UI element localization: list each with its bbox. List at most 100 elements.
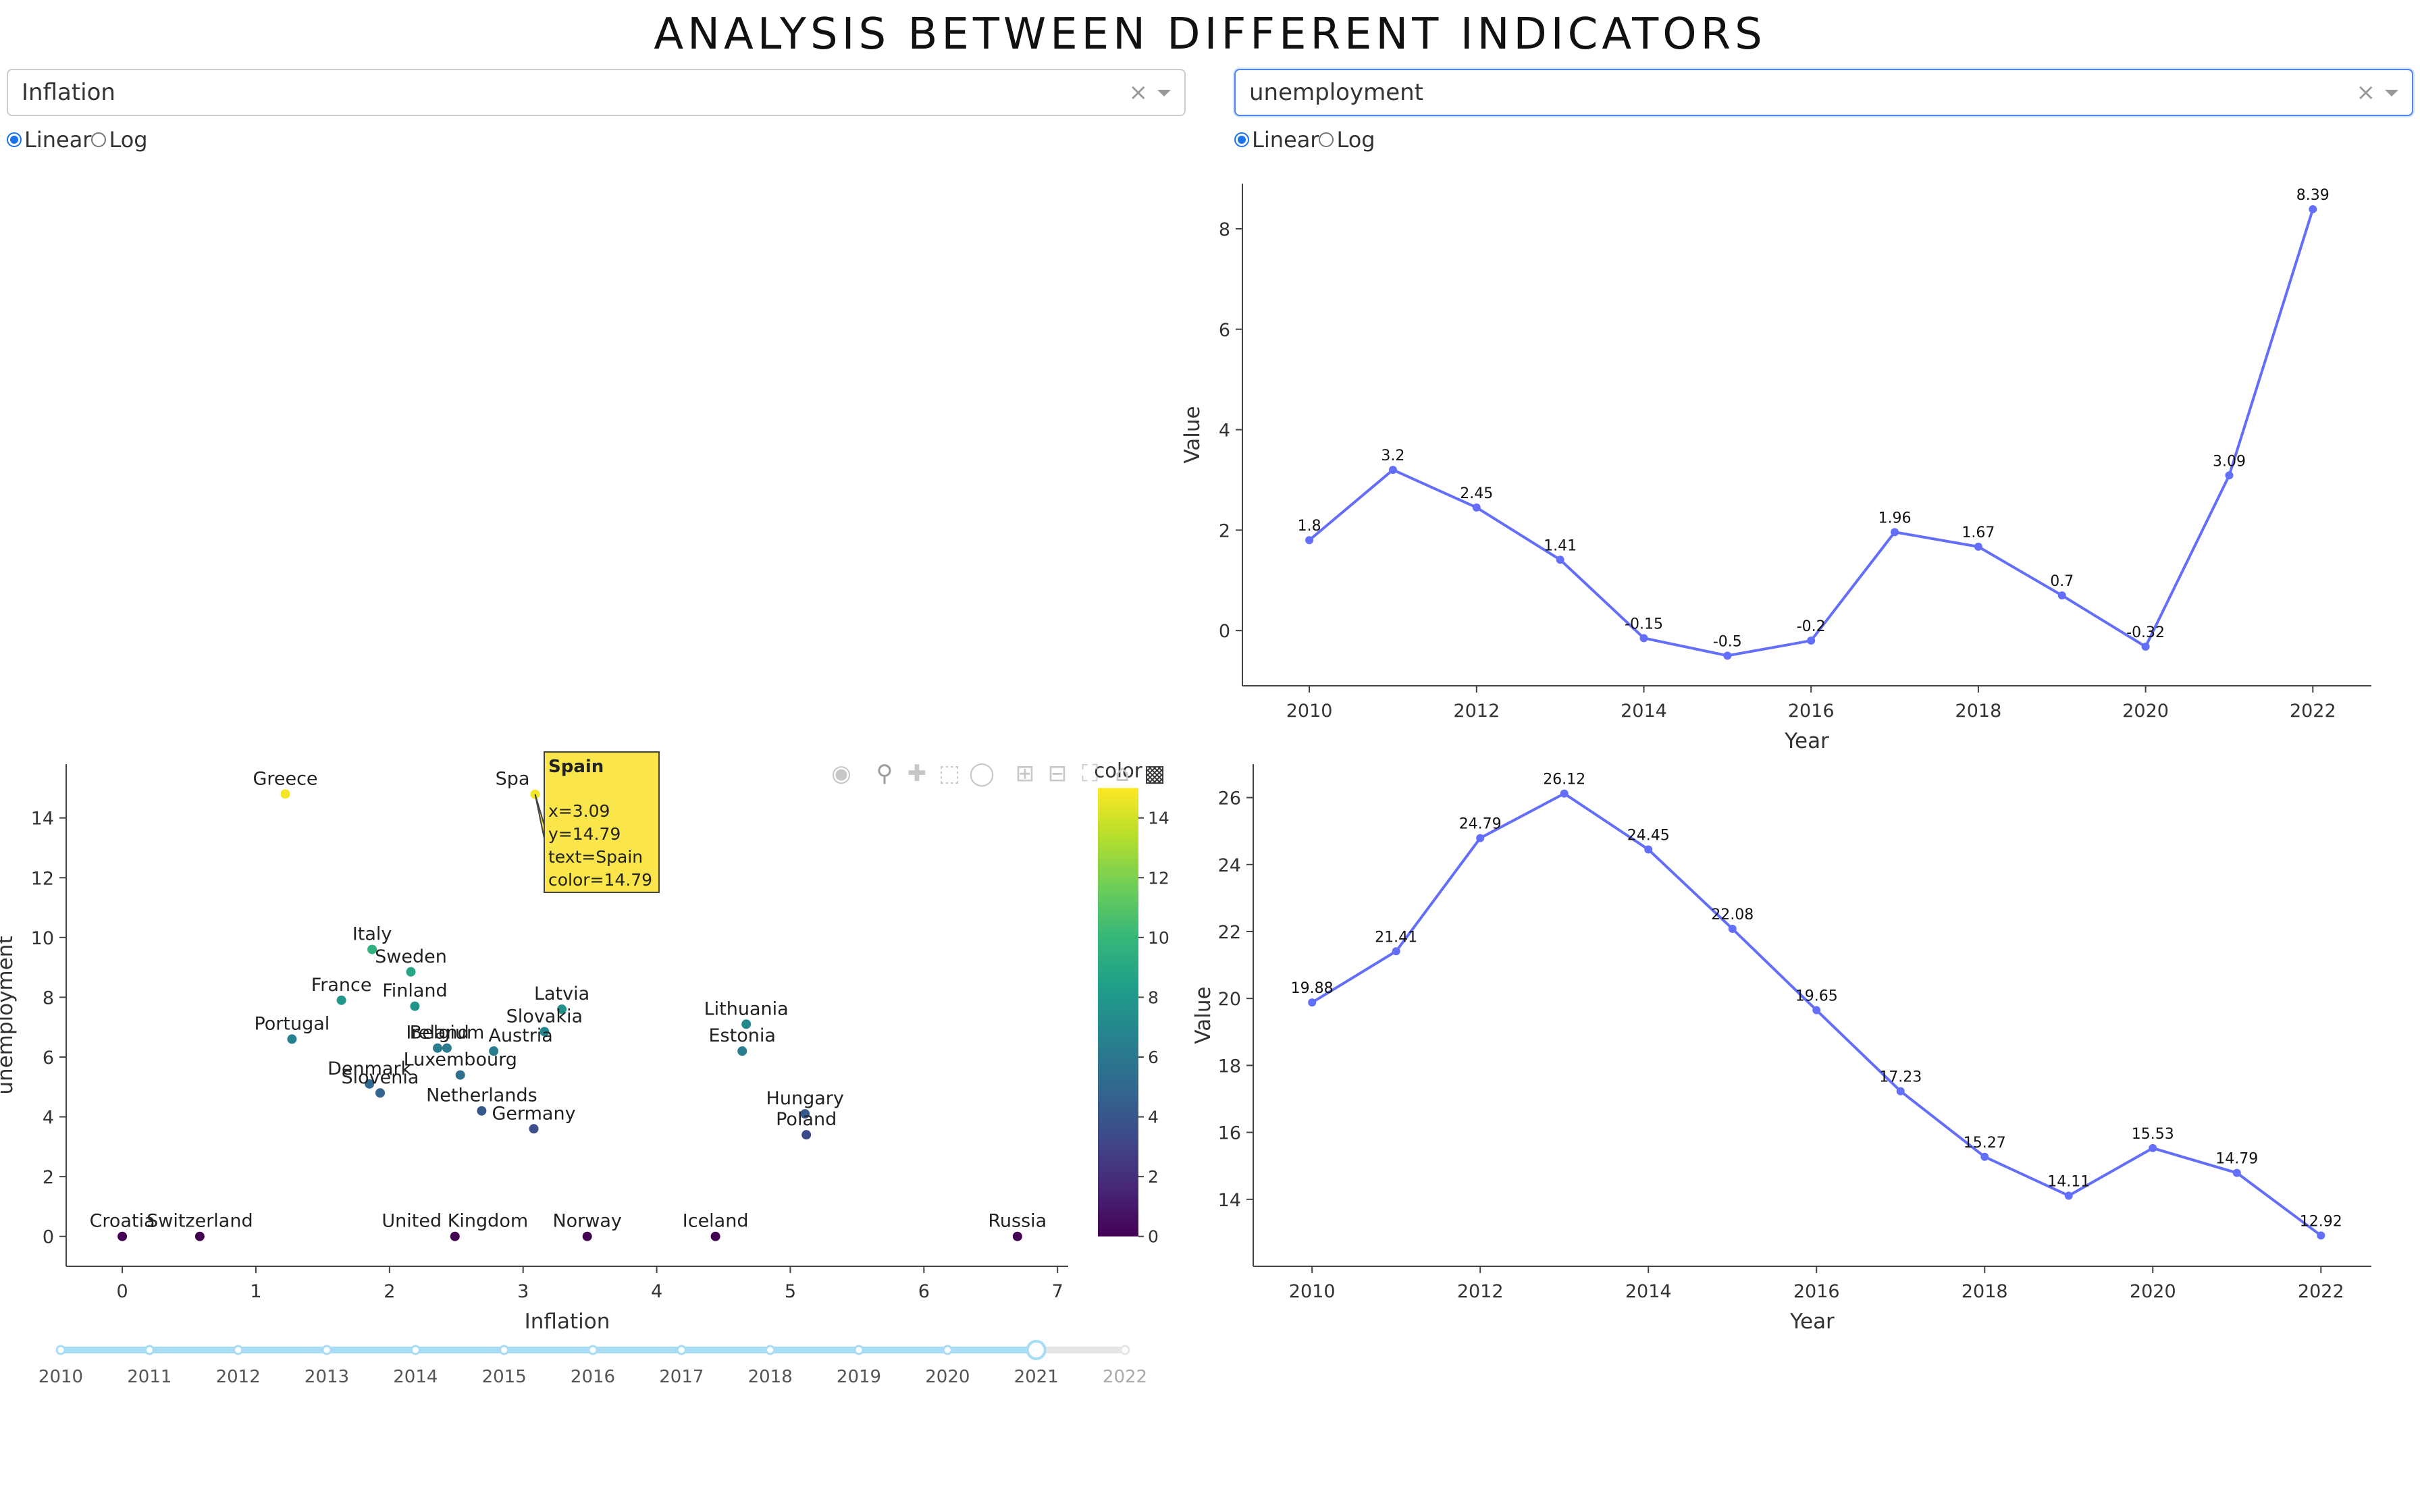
data-point[interactable] bbox=[1807, 637, 1816, 645]
data-point[interactable] bbox=[1308, 998, 1317, 1007]
scatter-point[interactable] bbox=[557, 1004, 567, 1015]
slider-year-label[interactable]: 2021 bbox=[1014, 1367, 1059, 1387]
data-point[interactable] bbox=[1812, 1006, 1821, 1015]
slider-year-label[interactable]: 2018 bbox=[748, 1367, 793, 1387]
scatter-point[interactable] bbox=[375, 1088, 385, 1098]
right-log-option[interactable]: Log bbox=[1319, 127, 1375, 153]
data-point[interactable] bbox=[2317, 1231, 2325, 1240]
slider-mark[interactable] bbox=[233, 1345, 244, 1355]
lasso-icon[interactable]: ◯ bbox=[968, 760, 995, 787]
data-point[interactable] bbox=[1560, 789, 1569, 798]
data-point[interactable] bbox=[2232, 1168, 2241, 1177]
zoom-icon[interactable]: ⚲ bbox=[876, 760, 893, 787]
autoscale-icon[interactable]: ⛶ bbox=[1082, 760, 1098, 787]
scatter-point[interactable] bbox=[455, 1070, 465, 1080]
slider-handle[interactable] bbox=[1026, 1340, 1047, 1360]
scatter-point[interactable] bbox=[477, 1106, 487, 1116]
slider-mark[interactable] bbox=[676, 1345, 687, 1355]
zoom-out-icon[interactable]: ⊟ bbox=[1047, 760, 1068, 787]
box-select-icon[interactable]: ⬚ bbox=[938, 760, 961, 787]
data-point[interactable] bbox=[1891, 528, 1899, 537]
data-point[interactable] bbox=[1728, 925, 1737, 934]
slider-year-label[interactable]: 2022 bbox=[1103, 1367, 1147, 1387]
slider-mark[interactable] bbox=[144, 1345, 155, 1355]
scatter-point[interactable] bbox=[410, 1001, 420, 1011]
zoom-in-icon[interactable]: ⊞ bbox=[1015, 760, 1035, 787]
left-linear-option[interactable]: Linear bbox=[7, 127, 91, 153]
slider-year-label[interactable]: 2017 bbox=[659, 1367, 704, 1387]
scatter-point[interactable] bbox=[450, 1231, 460, 1241]
data-point[interactable] bbox=[1896, 1087, 1905, 1096]
slider-mark[interactable] bbox=[55, 1345, 66, 1355]
scatter-point[interactable] bbox=[741, 1019, 752, 1029]
slider-mark[interactable] bbox=[410, 1345, 421, 1355]
left-indicator-dropdown[interactable]: Inflation × bbox=[7, 69, 1186, 116]
scatter-point[interactable] bbox=[336, 995, 346, 1005]
scatter-point[interactable] bbox=[540, 1027, 550, 1037]
scatter-point[interactable] bbox=[442, 1043, 452, 1053]
radio-log[interactable] bbox=[91, 132, 107, 147]
data-point[interactable] bbox=[2149, 1143, 2157, 1152]
data-point[interactable] bbox=[1556, 556, 1564, 564]
radio-log[interactable] bbox=[1319, 132, 1334, 147]
scatter-point[interactable] bbox=[287, 1034, 297, 1044]
scatter-point[interactable] bbox=[737, 1046, 747, 1056]
data-point[interactable] bbox=[1644, 845, 1653, 854]
slider-year-label[interactable]: 2011 bbox=[127, 1367, 172, 1387]
data-point[interactable] bbox=[1388, 466, 1397, 475]
slider-year-label[interactable]: 2020 bbox=[925, 1367, 970, 1387]
scatter-point[interactable] bbox=[194, 1231, 205, 1241]
data-point[interactable] bbox=[2225, 471, 2234, 480]
scatter-point[interactable] bbox=[280, 789, 290, 799]
scatter-point[interactable] bbox=[800, 1109, 810, 1119]
data-point[interactable] bbox=[1974, 542, 1982, 551]
plotly-logo-icon[interactable]: ▩ bbox=[1143, 760, 1166, 787]
data-point[interactable] bbox=[1472, 503, 1481, 512]
radio-linear[interactable] bbox=[1234, 132, 1249, 147]
scatter-point[interactable] bbox=[433, 1043, 443, 1053]
scatter-point[interactable] bbox=[710, 1231, 720, 1241]
slider-year-label[interactable]: 2019 bbox=[837, 1367, 881, 1387]
data-point[interactable] bbox=[1392, 947, 1400, 956]
scatter-point[interactable] bbox=[489, 1046, 499, 1056]
scatter-point[interactable] bbox=[582, 1231, 592, 1241]
clear-icon[interactable]: × bbox=[2356, 79, 2376, 106]
slider-mark[interactable] bbox=[942, 1345, 953, 1355]
right-indicator-dropdown[interactable]: unemployment × bbox=[1234, 69, 2413, 116]
radio-linear[interactable] bbox=[7, 132, 22, 147]
right-linear-option[interactable]: Linear bbox=[1234, 127, 1319, 153]
data-point[interactable] bbox=[2141, 642, 2150, 651]
slider-year-label[interactable]: 2016 bbox=[571, 1367, 615, 1387]
data-point[interactable] bbox=[1723, 651, 1732, 660]
data-point[interactable] bbox=[1305, 536, 1314, 545]
chevron-down-icon[interactable] bbox=[1157, 90, 1171, 97]
scatter-point[interactable] bbox=[529, 1124, 539, 1134]
slider-mark[interactable] bbox=[499, 1345, 510, 1355]
scatter-point[interactable] bbox=[406, 967, 416, 977]
scatter-point[interactable] bbox=[365, 1079, 375, 1089]
slider-year-label[interactable]: 2010 bbox=[38, 1367, 83, 1387]
scatter-point[interactable] bbox=[367, 944, 377, 954]
scatter-point[interactable] bbox=[1012, 1231, 1022, 1241]
data-point[interactable] bbox=[1476, 834, 1485, 842]
slider-year-label[interactable]: 2015 bbox=[482, 1367, 527, 1387]
chevron-down-icon[interactable] bbox=[2385, 90, 2398, 97]
slider-mark[interactable] bbox=[1120, 1345, 1130, 1355]
slider-year-label[interactable]: 2013 bbox=[305, 1367, 349, 1387]
slider-mark[interactable] bbox=[765, 1345, 776, 1355]
scatter-point[interactable] bbox=[117, 1231, 128, 1241]
left-log-option[interactable]: Log bbox=[91, 127, 148, 153]
data-point[interactable] bbox=[2064, 1191, 2073, 1200]
scatter-point[interactable] bbox=[801, 1130, 812, 1140]
slider-year-label[interactable]: 2014 bbox=[393, 1367, 438, 1387]
data-point[interactable] bbox=[2309, 205, 2317, 213]
clear-icon[interactable]: × bbox=[1128, 79, 1149, 106]
data-point[interactable] bbox=[2057, 591, 2066, 600]
data-point[interactable] bbox=[1639, 634, 1648, 643]
slider-mark[interactable] bbox=[587, 1345, 598, 1355]
camera-icon[interactable]: ◉ bbox=[831, 760, 851, 787]
slider-mark[interactable] bbox=[853, 1345, 864, 1355]
slider-mark[interactable] bbox=[321, 1345, 332, 1355]
data-point[interactable] bbox=[1980, 1152, 1989, 1161]
pan-icon[interactable]: ✚ bbox=[907, 760, 927, 787]
